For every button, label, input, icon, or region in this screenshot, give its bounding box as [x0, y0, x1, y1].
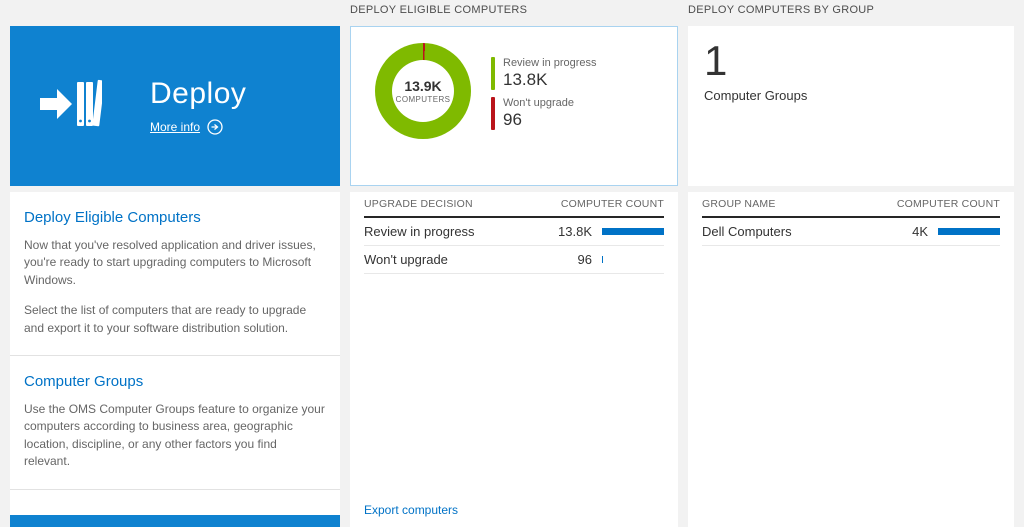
column-header-group-name: GROUP NAME [702, 198, 776, 210]
row-bar-fill [602, 228, 664, 235]
row-bar [602, 228, 664, 235]
row-value: 4K [912, 224, 928, 239]
row-bar-fill [602, 256, 604, 263]
bottom-accent-strip [10, 515, 340, 527]
donut-center-label: COMPUTERS [395, 95, 451, 104]
section-deploy-eligible: Deploy Eligible Computers Now that you'v… [10, 192, 340, 356]
row-bar [938, 228, 1000, 235]
page-title: Deploy [150, 77, 247, 110]
deploy-banner-tile: Deploy More info [10, 26, 340, 186]
row-value: 96 [577, 252, 592, 267]
legend-swatch-red [491, 97, 495, 130]
right-column-header: DEPLOY COMPUTERS BY GROUP [688, 4, 875, 16]
table-row[interactable]: Review in progress 13.8K [364, 218, 664, 246]
column-header-computer-count: COMPUTER COUNT [896, 198, 1000, 210]
section-paragraph: Use the OMS Computer Groups feature to o… [24, 401, 325, 469]
table-row[interactable]: Dell Computers 4K [702, 218, 1000, 246]
section-computer-groups: Computer Groups Use the OMS Computer Gro… [10, 356, 340, 490]
legend-item-review: Review in progress 13.8K [491, 57, 597, 90]
legend-label: Won't upgrade [503, 97, 575, 109]
deploy-icon [40, 77, 105, 136]
groups-table-panel: GROUP NAME COMPUTER COUNT Dell Computers… [688, 192, 1014, 527]
middle-column-header: DEPLOY ELIGIBLE COMPUTERS [350, 4, 528, 16]
section-paragraph: Now that you've resolved application and… [24, 238, 316, 287]
row-label: Won't upgrade [364, 252, 448, 267]
group-count-label: Computer Groups [704, 88, 808, 104]
export-computers-link[interactable]: Export computers [364, 503, 459, 517]
upgrade-decision-panel: UPGRADE DECISION COMPUTER COUNT Review i… [350, 192, 678, 527]
computers-donut-chart: 13.9K COMPUTERS [375, 43, 471, 139]
donut-center: 13.9K COMPUTERS [392, 60, 454, 122]
section-heading: Deploy Eligible Computers [24, 209, 201, 226]
row-bar-fill [938, 228, 1000, 235]
table-header: GROUP NAME COMPUTER COUNT [702, 192, 1000, 218]
more-info-label: More info [150, 120, 201, 134]
column-header-upgrade-decision: UPGRADE DECISION [364, 198, 473, 210]
arrow-circle-icon [200, 119, 223, 135]
group-count: 1 [704, 37, 728, 84]
donut-center-value: 13.9K [404, 78, 442, 94]
table-row[interactable]: Won't upgrade 96 [364, 246, 664, 274]
table-header: UPGRADE DECISION COMPUTER COUNT [364, 192, 664, 218]
legend-label: Review in progress [503, 57, 597, 69]
section-paragraph: Select the list of computers that are re… [24, 303, 307, 335]
legend-item-wont-upgrade: Won't upgrade 96 [491, 97, 597, 130]
row-value: 13.8K [558, 224, 592, 239]
description-panel: Deploy Eligible Computers Now that you'v… [10, 192, 340, 515]
column-header-computer-count: COMPUTER COUNT [560, 198, 664, 210]
eligible-computers-tile[interactable]: 13.9K COMPUTERS Review in progress 13.8K… [350, 26, 678, 186]
legend-value: 96 [503, 110, 522, 129]
donut-legend: Review in progress 13.8K Won't upgrade 9… [491, 57, 597, 137]
row-bar [602, 256, 664, 263]
legend-value: 13.8K [503, 70, 548, 89]
computer-groups-tile[interactable]: 1 Computer Groups [688, 26, 1014, 186]
row-label: Review in progress [364, 224, 475, 239]
legend-swatch-green [491, 57, 495, 90]
section-heading: Computer Groups [24, 372, 144, 390]
more-info-link[interactable]: More info [150, 119, 246, 135]
row-label: Dell Computers [702, 224, 792, 239]
